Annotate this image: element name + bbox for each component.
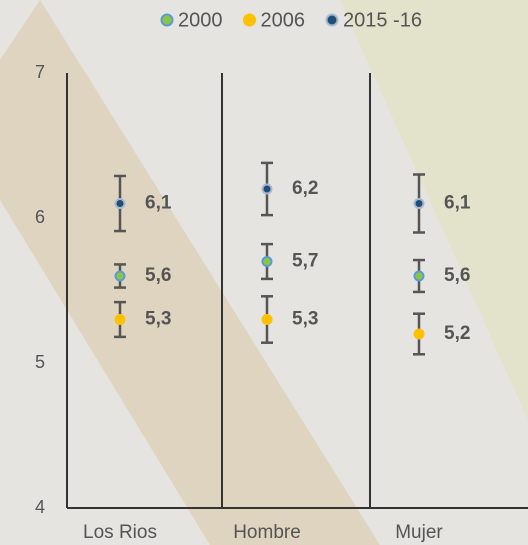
dot xyxy=(261,256,273,267)
dot xyxy=(261,183,273,195)
dot xyxy=(114,314,126,325)
y-tick-label: 4 xyxy=(35,497,45,517)
data-label: 5,6 xyxy=(444,265,470,286)
x-tick-label: Mujer xyxy=(395,522,443,543)
band xyxy=(340,0,528,420)
data-label: 5,7 xyxy=(292,251,318,272)
band xyxy=(0,0,40,60)
legend-label: 2015 -16 xyxy=(343,9,422,31)
x-tick-label: Los Rios xyxy=(83,522,157,543)
legend-label: 2006 xyxy=(261,9,306,31)
legend-label: 2000 xyxy=(178,9,223,31)
dot xyxy=(114,270,126,282)
x-tick-label: Hombre xyxy=(233,522,301,543)
data-label: 6,1 xyxy=(444,193,471,214)
band xyxy=(0,0,380,545)
y-tick-label: 5 xyxy=(35,352,45,372)
data-label: 6,1 xyxy=(145,193,172,214)
data-label: 5,3 xyxy=(145,309,171,330)
y-tick-label: 6 xyxy=(35,207,45,227)
legend-marker xyxy=(243,13,256,27)
data-label: 6,2 xyxy=(292,178,318,199)
dot xyxy=(413,198,425,209)
data-label: 5,6 xyxy=(145,265,171,286)
y-tick-label: 7 xyxy=(35,62,45,82)
dot xyxy=(261,314,273,325)
data-label: 5,3 xyxy=(292,309,318,330)
dot xyxy=(413,328,425,340)
data-label: 5,2 xyxy=(444,323,470,344)
legend-marker xyxy=(160,13,174,27)
dot xyxy=(114,198,126,209)
legend-marker xyxy=(325,13,339,27)
dot xyxy=(413,270,425,282)
